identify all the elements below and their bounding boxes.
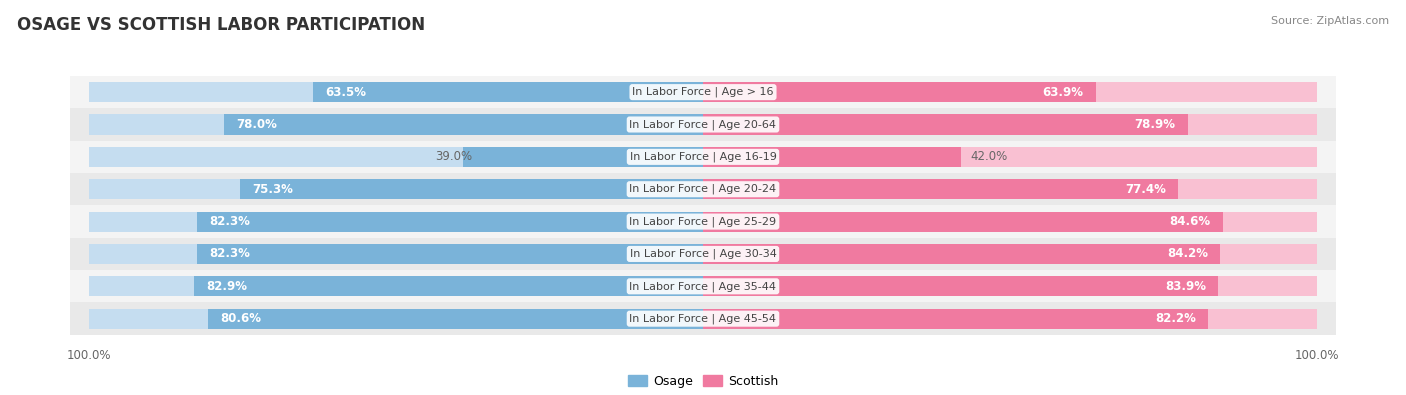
Text: 42.0%: 42.0% (970, 150, 1008, 164)
Text: 78.0%: 78.0% (236, 118, 277, 131)
Bar (464, 147, 703, 167)
Bar (89, 308, 703, 329)
Bar (89, 276, 703, 296)
Bar (703, 212, 1317, 231)
Text: In Labor Force | Age 20-64: In Labor Force | Age 20-64 (630, 119, 776, 130)
Text: 83.9%: 83.9% (1166, 280, 1206, 293)
Text: In Labor Force | Age 16-19: In Labor Force | Age 16-19 (630, 152, 776, 162)
Legend: Osage, Scottish: Osage, Scottish (623, 370, 783, 393)
Text: 78.9%: 78.9% (1135, 118, 1175, 131)
Bar (224, 115, 703, 135)
Bar (703, 308, 1208, 329)
Bar (703, 147, 960, 167)
Bar (89, 82, 703, 102)
Text: 82.2%: 82.2% (1154, 312, 1195, 325)
Text: In Labor Force | Age 30-34: In Labor Force | Age 30-34 (630, 249, 776, 259)
Bar (89, 179, 703, 199)
Bar (703, 276, 1317, 296)
Bar (197, 244, 703, 264)
Text: 82.3%: 82.3% (209, 215, 250, 228)
Text: In Labor Force | Age > 16: In Labor Force | Age > 16 (633, 87, 773, 98)
Bar (89, 115, 703, 135)
Text: 84.2%: 84.2% (1167, 247, 1208, 260)
Bar (70, 303, 1336, 335)
Bar (703, 276, 1219, 296)
Bar (70, 238, 1336, 270)
Bar (197, 212, 703, 231)
Text: 39.0%: 39.0% (436, 150, 472, 164)
Text: 63.9%: 63.9% (1042, 86, 1083, 99)
Bar (70, 173, 1336, 205)
Bar (703, 179, 1178, 199)
Bar (703, 115, 1188, 135)
Bar (194, 276, 703, 296)
Bar (70, 205, 1336, 238)
Bar (208, 308, 703, 329)
Text: 82.3%: 82.3% (209, 247, 250, 260)
Text: 77.4%: 77.4% (1125, 183, 1166, 196)
Text: In Labor Force | Age 35-44: In Labor Force | Age 35-44 (630, 281, 776, 292)
Text: 63.5%: 63.5% (325, 86, 366, 99)
Bar (703, 147, 1317, 167)
Text: 80.6%: 80.6% (221, 312, 262, 325)
Bar (703, 212, 1223, 231)
Text: In Labor Force | Age 45-54: In Labor Force | Age 45-54 (630, 313, 776, 324)
Text: OSAGE VS SCOTTISH LABOR PARTICIPATION: OSAGE VS SCOTTISH LABOR PARTICIPATION (17, 16, 425, 34)
Bar (89, 244, 703, 264)
Bar (70, 76, 1336, 108)
Text: Source: ZipAtlas.com: Source: ZipAtlas.com (1271, 16, 1389, 26)
Bar (703, 82, 1095, 102)
Bar (240, 179, 703, 199)
Bar (89, 212, 703, 231)
Bar (703, 115, 1317, 135)
Bar (703, 179, 1317, 199)
Bar (70, 270, 1336, 303)
Bar (703, 244, 1317, 264)
Text: 84.6%: 84.6% (1170, 215, 1211, 228)
Bar (70, 141, 1336, 173)
Bar (703, 308, 1317, 329)
Bar (314, 82, 703, 102)
Text: In Labor Force | Age 25-29: In Labor Force | Age 25-29 (630, 216, 776, 227)
Bar (70, 108, 1336, 141)
Text: 82.9%: 82.9% (207, 280, 247, 293)
Text: In Labor Force | Age 20-24: In Labor Force | Age 20-24 (630, 184, 776, 194)
Bar (89, 147, 703, 167)
Bar (703, 244, 1220, 264)
Text: 75.3%: 75.3% (253, 183, 294, 196)
Bar (703, 82, 1317, 102)
